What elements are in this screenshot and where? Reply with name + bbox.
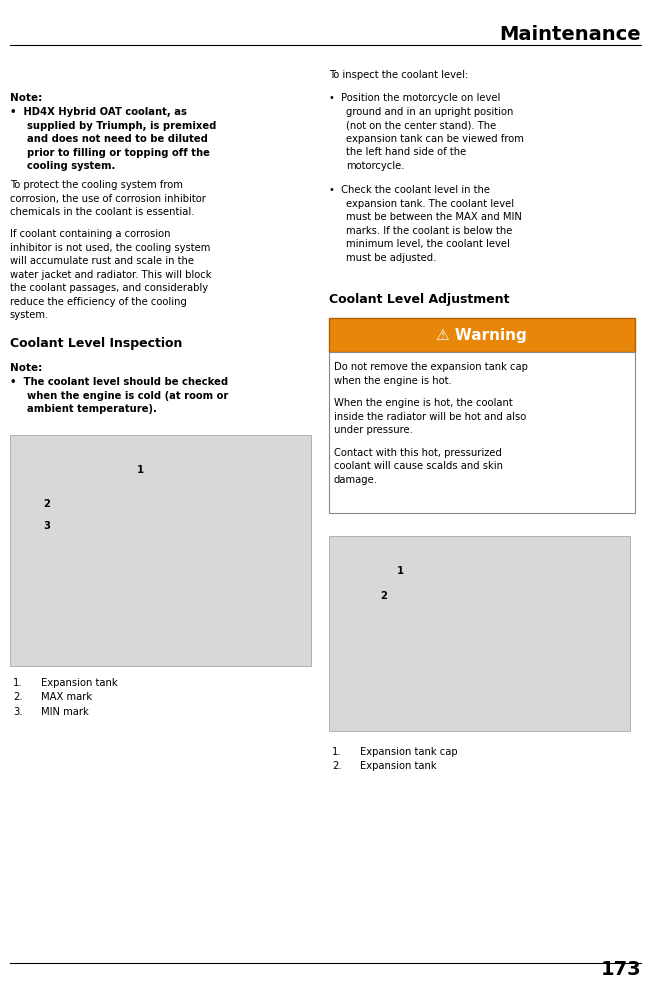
Text: When the engine is hot, the coolant: When the engine is hot, the coolant — [334, 398, 513, 408]
Text: expansion tank can be viewed from: expansion tank can be viewed from — [346, 133, 523, 143]
Text: •  The coolant level should be checked: • The coolant level should be checked — [10, 377, 228, 387]
Text: 3: 3 — [44, 521, 50, 531]
Text: Coolant Level Adjustment: Coolant Level Adjustment — [329, 293, 509, 306]
Text: If coolant containing a corrosion: If coolant containing a corrosion — [10, 229, 171, 239]
Text: motorcycle.: motorcycle. — [346, 160, 404, 170]
Text: corrosion, the use of corrosion inhibitor: corrosion, the use of corrosion inhibito… — [10, 194, 206, 203]
Text: Expansion tank: Expansion tank — [360, 761, 437, 771]
Text: Maintenance: Maintenance — [499, 25, 641, 44]
Text: 1.: 1. — [13, 678, 23, 688]
Text: •  Check the coolant level in the: • Check the coolant level in the — [329, 185, 490, 195]
Text: marks. If the coolant is below the: marks. If the coolant is below the — [346, 226, 512, 235]
FancyBboxPatch shape — [10, 435, 311, 666]
Text: inhibitor is not used, the cooling system: inhibitor is not used, the cooling syste… — [10, 242, 210, 252]
Text: Expansion tank: Expansion tank — [41, 678, 118, 688]
Text: when the engine is cold (at room or: when the engine is cold (at room or — [27, 390, 228, 400]
Text: water jacket and radiator. This will block: water jacket and radiator. This will blo… — [10, 269, 212, 279]
Text: Note:: Note: — [10, 363, 42, 373]
Text: must be between the MAX and MIN: must be between the MAX and MIN — [346, 212, 521, 222]
Text: 1.: 1. — [332, 747, 342, 757]
Text: expansion tank. The coolant level: expansion tank. The coolant level — [346, 198, 514, 208]
Text: prior to filling or topping off the: prior to filling or topping off the — [27, 147, 210, 157]
Text: reduce the efficiency of the cooling: reduce the efficiency of the cooling — [10, 296, 187, 306]
Text: Note:: Note: — [10, 93, 42, 103]
Text: •  Position the motorcycle on level: • Position the motorcycle on level — [329, 93, 500, 103]
Text: inside the radiator will be hot and also: inside the radiator will be hot and also — [334, 411, 526, 421]
Text: the left hand side of the: the left hand side of the — [346, 147, 466, 157]
Text: ⚠ Warning: ⚠ Warning — [436, 328, 527, 342]
Text: To inspect the coolant level:: To inspect the coolant level: — [329, 70, 468, 80]
Text: Expansion tank cap: Expansion tank cap — [360, 747, 458, 757]
Text: 2: 2 — [381, 591, 387, 601]
Text: MAX mark: MAX mark — [41, 693, 92, 702]
Text: ground and in an upright position: ground and in an upright position — [346, 106, 513, 116]
Text: when the engine is hot.: when the engine is hot. — [334, 375, 452, 385]
Text: 3.: 3. — [13, 707, 23, 717]
Text: Contact with this hot, pressurized: Contact with this hot, pressurized — [334, 447, 502, 457]
Text: 2.: 2. — [332, 761, 342, 771]
Text: Coolant Level Inspection: Coolant Level Inspection — [10, 337, 182, 350]
Text: ambient temperature).: ambient temperature). — [27, 404, 157, 414]
Text: coolant will cause scalds and skin: coolant will cause scalds and skin — [334, 461, 503, 471]
Text: the coolant passages, and considerably: the coolant passages, and considerably — [10, 283, 208, 293]
Text: will accumulate rust and scale in the: will accumulate rust and scale in the — [10, 256, 194, 266]
Text: 1: 1 — [397, 566, 404, 576]
Text: chemicals in the coolant is essential.: chemicals in the coolant is essential. — [10, 207, 194, 217]
Text: 173: 173 — [601, 960, 641, 979]
Text: must be adjusted.: must be adjusted. — [346, 253, 436, 262]
FancyBboxPatch shape — [329, 318, 635, 352]
Text: system.: system. — [10, 310, 49, 320]
Text: damage.: damage. — [334, 474, 378, 484]
Text: minimum level, the coolant level: minimum level, the coolant level — [346, 239, 510, 249]
Text: 2: 2 — [44, 498, 50, 509]
Text: under pressure.: under pressure. — [334, 425, 413, 435]
Text: 1: 1 — [137, 465, 143, 475]
Text: Do not remove the expansion tank cap: Do not remove the expansion tank cap — [334, 362, 528, 372]
Text: 2.: 2. — [13, 693, 23, 702]
Text: (not on the center stand). The: (not on the center stand). The — [346, 120, 496, 130]
Text: •  HD4X Hybrid OAT coolant, as: • HD4X Hybrid OAT coolant, as — [10, 107, 187, 117]
FancyBboxPatch shape — [329, 536, 630, 731]
Text: cooling system.: cooling system. — [27, 161, 115, 171]
Text: MIN mark: MIN mark — [41, 707, 89, 717]
Text: and does not need to be diluted: and does not need to be diluted — [27, 134, 208, 144]
Text: supplied by Triumph, is premixed: supplied by Triumph, is premixed — [27, 120, 216, 130]
Text: To protect the cooling system from: To protect the cooling system from — [10, 180, 183, 190]
FancyBboxPatch shape — [329, 352, 635, 513]
